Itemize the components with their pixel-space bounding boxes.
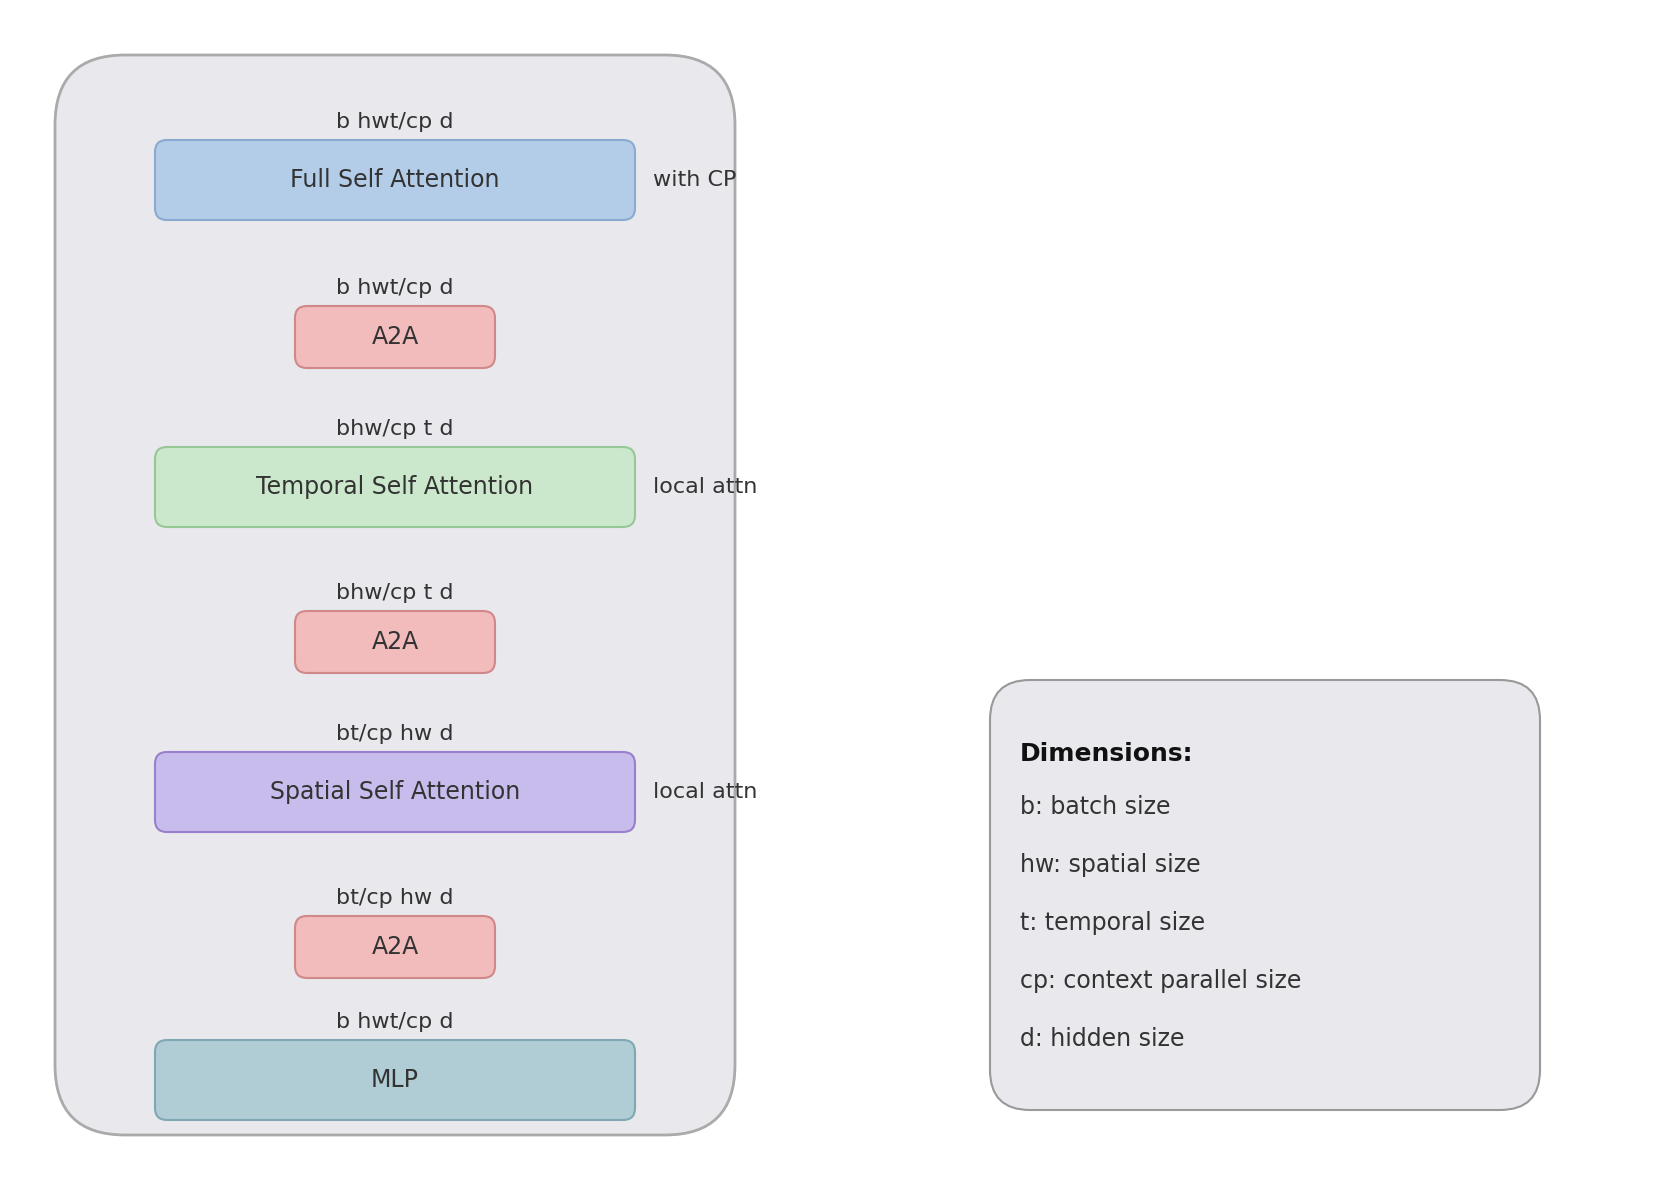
FancyBboxPatch shape	[295, 916, 495, 978]
FancyBboxPatch shape	[55, 55, 736, 1135]
FancyBboxPatch shape	[155, 1040, 636, 1120]
Text: bhw/cp t d: bhw/cp t d	[337, 583, 454, 603]
FancyBboxPatch shape	[295, 610, 495, 674]
Text: bhw/cp t d: bhw/cp t d	[337, 419, 454, 439]
FancyBboxPatch shape	[155, 447, 636, 527]
Text: A2A: A2A	[372, 630, 419, 654]
Text: local attn: local attn	[652, 477, 757, 497]
Text: Dimensions:: Dimensions:	[1021, 743, 1194, 766]
Text: d: hidden size: d: hidden size	[1021, 1027, 1184, 1051]
Text: bt/cp hw d: bt/cp hw d	[337, 888, 454, 908]
FancyBboxPatch shape	[155, 140, 636, 220]
Text: with CP: with CP	[652, 170, 736, 190]
Text: b hwt/cp d: b hwt/cp d	[337, 1012, 454, 1032]
Text: Temporal Self Attention: Temporal Self Attention	[257, 475, 534, 499]
Text: A2A: A2A	[372, 935, 419, 959]
FancyBboxPatch shape	[991, 679, 1540, 1110]
Text: MLP: MLP	[370, 1067, 419, 1092]
Text: b hwt/cp d: b hwt/cp d	[337, 278, 454, 298]
Text: b hwt/cp d: b hwt/cp d	[337, 112, 454, 132]
Text: bt/cp hw d: bt/cp hw d	[337, 724, 454, 744]
Text: cp: context parallel size: cp: context parallel size	[1021, 969, 1301, 992]
Text: hw: spatial size: hw: spatial size	[1021, 853, 1201, 877]
Text: Full Self Attention: Full Self Attention	[290, 168, 500, 192]
Text: t: temporal size: t: temporal size	[1021, 912, 1204, 935]
FancyBboxPatch shape	[155, 752, 636, 832]
Text: local attn: local attn	[652, 782, 757, 802]
FancyBboxPatch shape	[295, 306, 495, 368]
Text: b: batch size: b: batch size	[1021, 795, 1171, 819]
Text: A2A: A2A	[372, 325, 419, 349]
Text: Spatial Self Attention: Spatial Self Attention	[270, 779, 520, 804]
